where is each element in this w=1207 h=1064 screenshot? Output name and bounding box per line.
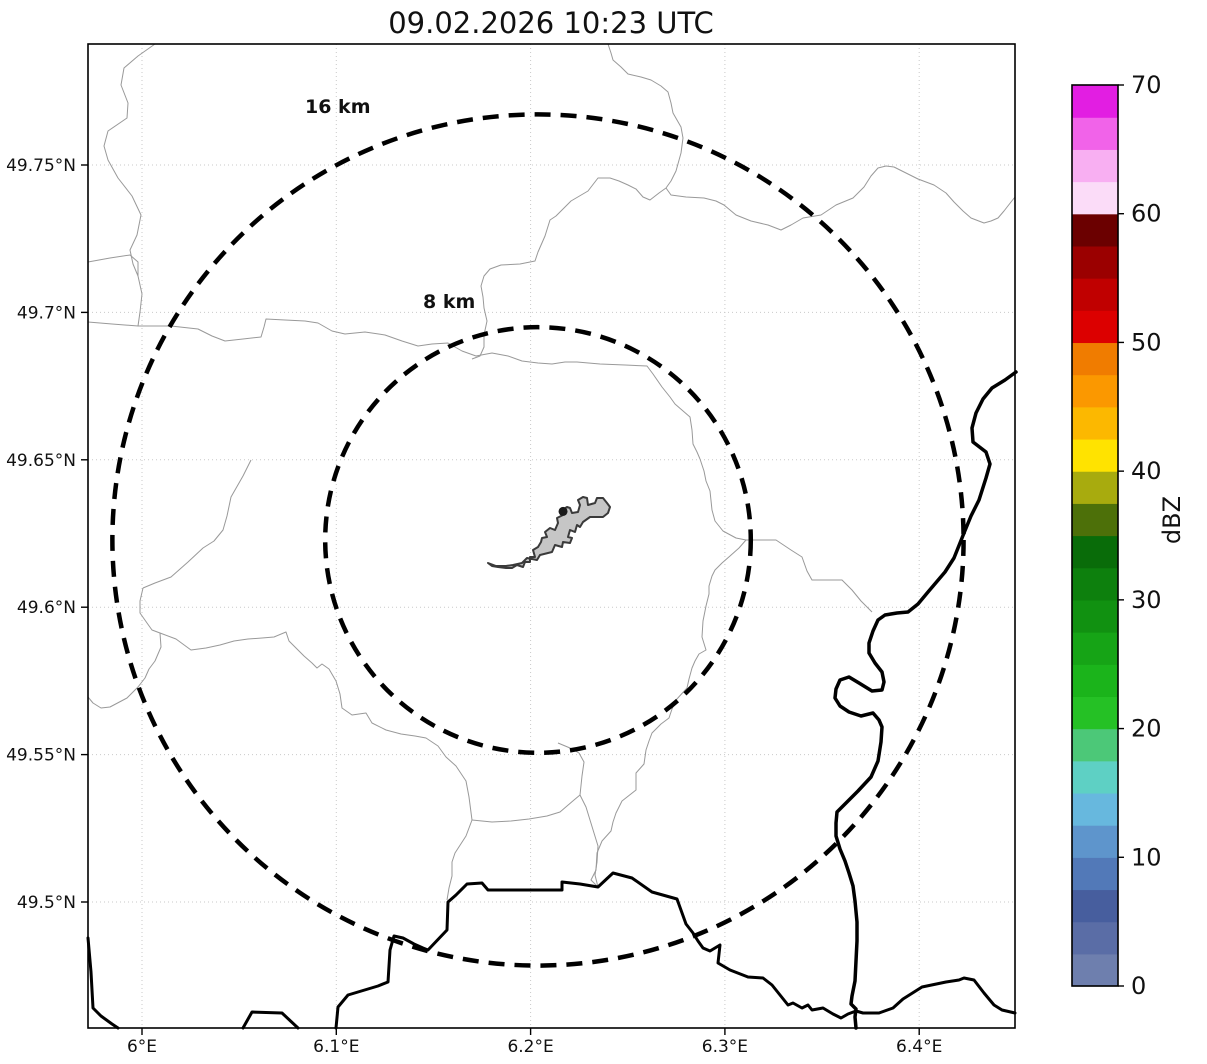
colorbar-segment — [1072, 825, 1118, 858]
commune-boundary — [607, 43, 684, 189]
colorbar-frame — [1071, 84, 1119, 987]
colorbar-segment — [1072, 599, 1118, 633]
colorbar-segment — [1072, 85, 1118, 118]
colorbar: 0 10 20 30 40 50 60 70 — [1071, 71, 1162, 1000]
range-ring-label: 8 km — [423, 291, 475, 313]
commune-boundary — [665, 165, 1016, 231]
colorbar-tick-label: 60 — [1131, 200, 1162, 228]
country-border — [86, 936, 120, 1030]
airport-outline — [487, 496, 611, 569]
y-axis-tick-label: 49.75°N — [6, 156, 76, 176]
colorbar-segment — [1072, 213, 1118, 247]
colorbar-segment — [1072, 535, 1118, 569]
colorbar-segment — [1072, 342, 1118, 376]
figure-title: 09.02.2026 10:23 UTC — [388, 6, 714, 40]
range-ring-8km — [322, 324, 754, 756]
commune-boundary — [87, 318, 701, 460]
colorbar-segment — [1072, 117, 1118, 150]
map-top-layers — [487, 496, 611, 569]
river-border — [833, 370, 1018, 1030]
colorbar-segment — [1072, 310, 1118, 344]
colorbar-tick-label: 0 — [1131, 972, 1146, 1000]
colorbar-segment — [1072, 921, 1118, 955]
colorbar-segment — [1072, 438, 1118, 472]
range-rings: 16 km 8 km — [110, 96, 966, 968]
x-axis-tick-label: 6.2°E — [507, 1037, 553, 1057]
colorbar-segment — [1072, 664, 1118, 697]
colorbar-segment — [1072, 471, 1118, 504]
colorbar-tick-label: 20 — [1131, 715, 1162, 743]
commune-boundary — [142, 459, 252, 589]
colorbar-segment — [1072, 632, 1118, 665]
gridlines — [88, 44, 1015, 1028]
colorbar-segment — [1072, 792, 1118, 826]
x-axis-tick-label: 6.3°E — [702, 1037, 748, 1057]
y-axis-tick-label: 49.5°N — [17, 893, 76, 913]
colorbar-segment — [1072, 567, 1118, 601]
colorbar-segment — [1072, 953, 1118, 987]
colorbar-segment — [1072, 728, 1118, 762]
colorbar-tick-label: 30 — [1131, 586, 1162, 614]
colorbar-segment — [1072, 181, 1118, 215]
commune-boundary — [87, 587, 162, 709]
y-axis-tick-label: 49.7°N — [17, 303, 76, 323]
colorbar-segment — [1072, 696, 1118, 730]
map-base-layers — [86, 43, 1018, 1030]
colorbar-segment — [1072, 889, 1118, 923]
colorbar-segment — [1072, 857, 1118, 891]
colorbar-tick-label: 50 — [1131, 328, 1162, 356]
y-axis-tick-label: 49.6°N — [17, 598, 76, 618]
commune-boundary — [159, 631, 473, 901]
colorbar-segment — [1072, 278, 1118, 311]
map-frame — [87, 43, 1016, 1029]
axis-ticks: 6°E 6.1°E 6.2°E 6.3°E 6.4°E 49.75°N 49.7°N 49.6… — [6, 156, 942, 1057]
range-ring-label: 16 km — [305, 96, 371, 118]
colorbar-segment — [1072, 760, 1118, 794]
y-axis-tick-label: 49.55°N — [6, 746, 76, 766]
x-axis-tick-label: 6.1°E — [313, 1037, 359, 1057]
commune-boundary — [87, 254, 139, 276]
colorbar-segment — [1072, 374, 1118, 408]
colorbar-tick-label: 40 — [1131, 457, 1162, 485]
x-axis-tick-label: 6.4°E — [896, 1037, 942, 1057]
radar-site-marker — [558, 506, 568, 516]
country-border — [241, 1010, 300, 1030]
y-axis-tick-label: 49.65°N — [6, 451, 76, 471]
commune-boundary — [699, 458, 873, 613]
commune-boundary — [471, 794, 599, 888]
colorbar-axis-label: dBZ — [1158, 496, 1186, 544]
colorbar-segment — [1072, 406, 1118, 440]
range-ring-16km — [110, 112, 966, 968]
colorbar-segment — [1072, 503, 1118, 537]
commune-boundary — [557, 742, 585, 796]
commune-boundary — [590, 539, 747, 888]
colorbar-tick-label: 70 — [1131, 71, 1162, 99]
colorbar-segment — [1072, 245, 1118, 279]
x-axis-tick-label: 6°E — [127, 1037, 157, 1057]
commune-boundary — [103, 43, 156, 327]
colorbar-segment — [1072, 149, 1118, 183]
colorbar-tick-label: 10 — [1131, 843, 1162, 871]
commune-boundary — [471, 177, 667, 360]
country-border — [334, 871, 1017, 1030]
